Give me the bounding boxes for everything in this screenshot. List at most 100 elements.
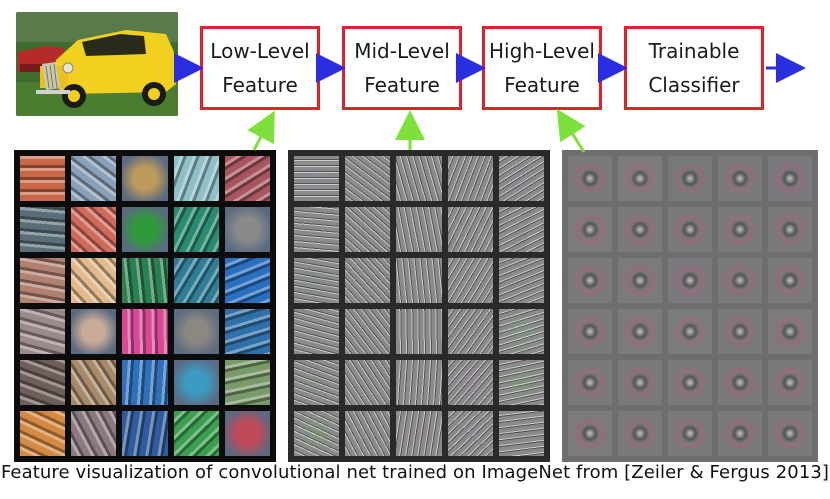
high-filter-cell bbox=[718, 309, 762, 354]
high-filter-cell bbox=[618, 258, 662, 303]
high-filter-cell bbox=[668, 309, 712, 354]
high-filter-cell bbox=[568, 156, 612, 201]
high-filter-cell bbox=[768, 258, 812, 303]
mid-filter-cell bbox=[396, 360, 442, 405]
high-filter-cell bbox=[718, 156, 762, 201]
mid-level-label-line2: Feature bbox=[364, 73, 440, 97]
low-filter-cell bbox=[122, 360, 168, 405]
low-level-filter-grid bbox=[14, 150, 276, 462]
high-filter-cell bbox=[668, 411, 712, 456]
high-filter-cell bbox=[768, 411, 812, 456]
mid-filter-cell bbox=[396, 309, 442, 354]
trainable-classifier-box: Trainable Classifier bbox=[624, 26, 764, 110]
high-filter-cell bbox=[768, 207, 812, 252]
low-filter-cell bbox=[173, 360, 219, 405]
high-level-label-line1: High-Level bbox=[489, 39, 595, 63]
car-photo bbox=[16, 12, 178, 116]
mid-filter-cell bbox=[345, 207, 391, 252]
low-filter-cell bbox=[224, 360, 270, 405]
mid-filter-cell bbox=[345, 309, 391, 354]
mid-filter-cell bbox=[498, 309, 544, 354]
mid-filter-cell bbox=[345, 156, 391, 201]
mid-filter-cell bbox=[447, 360, 493, 405]
high-filter-cell bbox=[718, 360, 762, 405]
low-filter-cell bbox=[71, 309, 117, 354]
high-filter-cell bbox=[568, 309, 612, 354]
mid-filter-cell bbox=[396, 258, 442, 303]
low-filter-cell bbox=[173, 156, 219, 201]
mid-level-feature-box: Mid-Level Feature bbox=[342, 26, 462, 110]
mid-filter-cell bbox=[447, 156, 493, 201]
low-filter-cell bbox=[71, 258, 117, 303]
low-level-label-line2: Feature bbox=[222, 73, 298, 97]
mid-filter-cell bbox=[447, 309, 493, 354]
low-filter-cell bbox=[122, 309, 168, 354]
mid-filter-cell bbox=[447, 207, 493, 252]
low-level-label-line1: Low-Level bbox=[210, 39, 310, 63]
mid-level-label-line1: Mid-Level bbox=[354, 39, 450, 63]
high-filter-cell bbox=[568, 360, 612, 405]
low-filter-cell bbox=[173, 309, 219, 354]
high-filter-cell bbox=[618, 309, 662, 354]
classifier-label-line2: Classifier bbox=[648, 73, 740, 97]
high-filter-cell bbox=[618, 207, 662, 252]
mid-filter-cell bbox=[294, 309, 340, 354]
low-level-feature-box: Low-Level Feature bbox=[200, 26, 320, 110]
low-filter-cell bbox=[122, 411, 168, 456]
mid-filter-cell bbox=[345, 411, 391, 456]
low-filter-cell bbox=[224, 207, 270, 252]
figure-caption: Feature visualization of convolutional n… bbox=[0, 462, 830, 483]
mid-filter-cell bbox=[498, 207, 544, 252]
link-arrow-high bbox=[556, 108, 586, 153]
mid-filter-cell bbox=[396, 156, 442, 201]
mid-filter-cell bbox=[345, 258, 391, 303]
high-filter-cell bbox=[618, 156, 662, 201]
mid-filter-cell bbox=[294, 258, 340, 303]
low-filter-cell bbox=[224, 411, 270, 456]
high-filter-cell bbox=[668, 156, 712, 201]
link-arrow-low bbox=[247, 110, 275, 151]
low-filter-cell bbox=[224, 309, 270, 354]
high-filter-cell bbox=[668, 207, 712, 252]
low-filter-cell bbox=[20, 309, 66, 354]
low-filter-cell bbox=[224, 258, 270, 303]
high-level-filter-grid bbox=[562, 150, 818, 462]
low-filter-cell bbox=[20, 360, 66, 405]
low-filter-cell bbox=[71, 411, 117, 456]
mid-filter-cell bbox=[294, 411, 340, 456]
high-filter-cell bbox=[768, 309, 812, 354]
high-filter-cell bbox=[768, 156, 812, 201]
high-filter-cell bbox=[568, 258, 612, 303]
high-level-label-line2: Feature bbox=[504, 73, 580, 97]
high-filter-cell bbox=[718, 207, 762, 252]
mid-filter-cell bbox=[294, 156, 340, 201]
high-filter-cell bbox=[718, 258, 762, 303]
high-level-feature-box: High-Level Feature bbox=[482, 26, 602, 110]
mid-level-filter-grid bbox=[288, 150, 550, 462]
mid-filter-cell bbox=[345, 360, 391, 405]
high-filter-cell bbox=[618, 360, 662, 405]
mid-filter-cell bbox=[498, 258, 544, 303]
low-filter-cell bbox=[122, 156, 168, 201]
low-filter-cell bbox=[173, 207, 219, 252]
low-filter-cell bbox=[20, 411, 66, 456]
high-filter-cell bbox=[568, 411, 612, 456]
high-filter-cell bbox=[668, 258, 712, 303]
low-filter-cell bbox=[122, 207, 168, 252]
car-image bbox=[16, 12, 178, 116]
mid-filter-cell bbox=[447, 411, 493, 456]
high-filter-cell bbox=[718, 411, 762, 456]
low-filter-cell bbox=[224, 156, 270, 201]
low-filter-cell bbox=[20, 156, 66, 201]
mid-filter-cell bbox=[498, 360, 544, 405]
low-filter-cell bbox=[173, 258, 219, 303]
high-filter-cell bbox=[768, 360, 812, 405]
low-filter-cell bbox=[20, 258, 66, 303]
low-filter-cell bbox=[71, 360, 117, 405]
high-filter-cell bbox=[568, 207, 612, 252]
mid-filter-cell bbox=[447, 258, 493, 303]
classifier-label-line1: Trainable bbox=[648, 39, 740, 63]
mid-filter-cell bbox=[294, 207, 340, 252]
low-filter-cell bbox=[20, 207, 66, 252]
